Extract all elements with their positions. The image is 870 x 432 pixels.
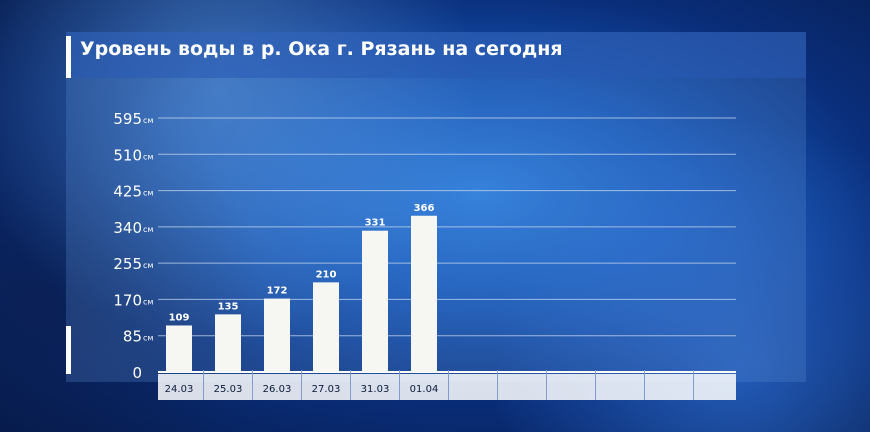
- x-tick-label: 25.03: [214, 384, 243, 395]
- y-tick-unit: см: [143, 225, 153, 234]
- y-tick-unit: см: [143, 297, 153, 306]
- data-label: 135: [218, 301, 239, 312]
- y-tick-label: 425: [113, 183, 142, 201]
- bar: [215, 314, 241, 372]
- y-tick-label: 340: [113, 219, 142, 237]
- bar: [264, 298, 290, 372]
- y-tick-label: 170: [113, 291, 142, 309]
- bar: [166, 325, 192, 372]
- x-tick-label: 31.03: [361, 384, 390, 395]
- y-tick-unit: см: [143, 116, 153, 125]
- data-label: 172: [267, 286, 288, 297]
- y-tick-label: 510: [113, 146, 142, 164]
- y-tick-unit: см: [143, 334, 153, 343]
- bar: [362, 230, 388, 372]
- y-tick-unit: см: [143, 261, 153, 270]
- bar: [411, 215, 437, 372]
- data-label: 210: [316, 269, 337, 280]
- x-tick-label: 24.03: [165, 384, 194, 395]
- left-accent: [66, 326, 71, 374]
- y-tick-unit: см: [143, 189, 153, 198]
- x-tick-label: 01.04: [410, 384, 439, 395]
- y-tick-label: 0: [132, 364, 142, 382]
- title-bar: [66, 32, 806, 78]
- data-label: 109: [169, 312, 190, 323]
- y-tick-label: 255: [113, 255, 142, 273]
- y-tick-unit: см: [143, 152, 153, 161]
- bar: [313, 282, 339, 372]
- chart-title: Уровень воды в р. Ока г. Рязань на сегод…: [80, 38, 563, 60]
- y-tick-label: 85: [123, 328, 142, 346]
- y-tick-label: 595: [113, 110, 142, 128]
- x-tick-label: 27.03: [312, 384, 341, 395]
- x-tick-label: 26.03: [263, 384, 292, 395]
- title-accent: [66, 36, 71, 78]
- x-axis-band: [158, 374, 736, 400]
- data-label: 331: [365, 218, 386, 229]
- data-label: 366: [414, 203, 435, 214]
